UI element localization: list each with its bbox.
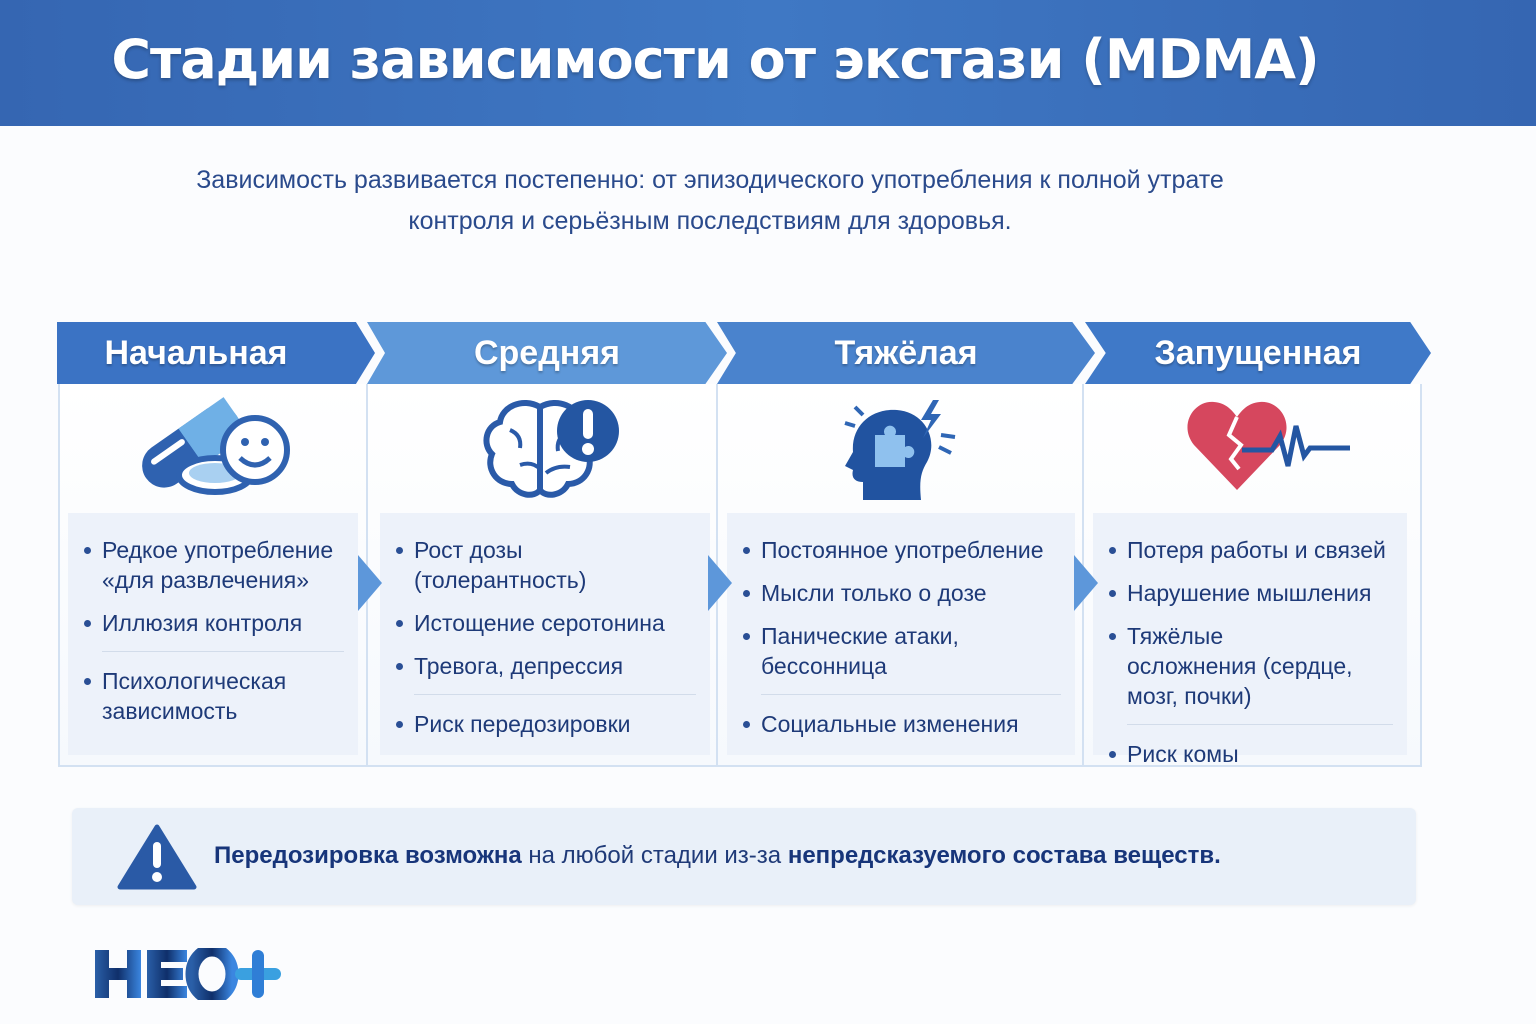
list-item: Тяжёлые осложнения (сердце, мозг, почки) [1107,621,1357,711]
stage-header-severe: Тяжёлая [717,322,1095,384]
list-item: Риск комы [1109,724,1393,769]
list-item: Социальные изменения [743,694,1061,739]
list-item: Тревога, депрессия [394,651,696,681]
stage-title: Начальная [104,333,288,372]
list-item: Постоянное употребление [741,535,1061,565]
list-item: Рост дозы (толерантность) [394,535,696,595]
list-item: Риск передозировки [396,694,696,739]
list-item: Потеря работы и связей [1107,535,1393,565]
warning-banner: Передозировка возможна на любой стадии и… [72,808,1416,905]
subtitle-line-1: Зависимость развивается постепенно: от э… [196,166,1224,194]
list-item: Панические атаки, бессонница [741,621,981,681]
stage-list-initial: Редкое употребление «для развлечения» Ил… [68,513,358,755]
stage-header-middle: Средняя [367,322,727,384]
list-item: Истощение серотонина [394,608,696,638]
stage-list-middle: Рост дозы (толерантность) Истощение серо… [380,513,710,755]
stage-title: Средняя [473,333,621,372]
page-title: Стадии зависимости от экстази (MDMA) [111,28,1319,91]
header-banner: Стадии зависимости от экстази (MDMA) [0,0,1536,126]
stage-title: Тяжёлая [834,333,978,372]
head-puzzle-icon [844,400,956,500]
warning-bold-1: Передозировка возможна [214,842,522,869]
stage-title: Запущенная [1154,333,1362,372]
stage-list-severe: Постоянное употребление Мысли только о д… [727,513,1075,755]
warning-bold-2: непредсказуемого состава веществ. [787,842,1221,869]
list-item: Психологическая зависимость [84,651,344,726]
warning-triangle-icon [117,824,197,890]
stage-list-advanced: Потеря работы и связей Нарушение мышлени… [1093,513,1407,767]
warning-text: Передозировка возможна на любой стадии и… [214,842,1221,870]
logo [95,948,281,1000]
list-item: Мысли только о дозе [741,578,1061,608]
warning-regular: на любой стадии из-за [521,842,788,869]
list-item: Нарушение мышления [1107,578,1393,608]
pills-smiley-icon [142,397,290,495]
list-item: Редкое употребление «для развлечения» [82,535,344,595]
subtitle: Зависимость развивается постепенно: от э… [0,160,1420,242]
stage-header-advanced: Запущенная [1085,322,1431,384]
broken-heart-pulse-icon [1187,401,1350,490]
brain-alert-icon [483,400,619,498]
list-item: Иллюзия контроля [82,608,344,638]
subtitle-line-2: контроля и серьёзным последствиям для зд… [408,207,1012,235]
stage-header-initial: Начальная [57,322,375,384]
